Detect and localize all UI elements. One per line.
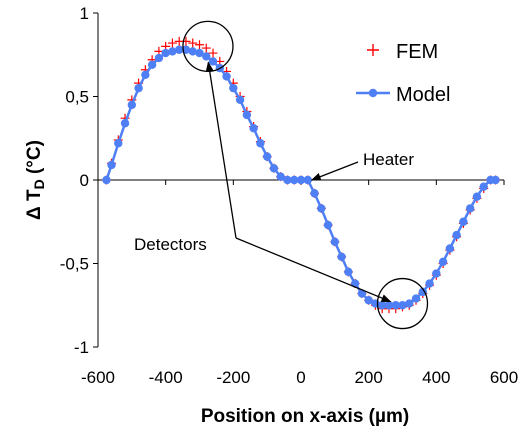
y-axis-title-main: Δ T [24, 189, 45, 220]
model-point [398, 301, 407, 310]
x-axis-title: Position on x-axis (µm) [201, 406, 409, 427]
model-point [384, 301, 394, 310]
model-point [107, 160, 116, 170]
model-point [168, 47, 177, 56]
heater-arrow [310, 161, 359, 181]
model-point [249, 124, 258, 133]
model-point [323, 220, 333, 230]
model-point [432, 269, 441, 278]
model-point [222, 72, 231, 81]
model-point [161, 48, 170, 58]
model-point [310, 189, 319, 198]
fem-point [208, 48, 218, 58]
model-point [120, 119, 130, 128]
model-point [364, 296, 373, 305]
model-point [256, 139, 265, 148]
series-model [102, 45, 500, 310]
model-point [459, 217, 468, 226]
model-point [262, 152, 272, 161]
x-tick-label: -600 [81, 368, 115, 387]
model-point [276, 172, 285, 181]
y-axis-ticks: 1 0,5 0 -0,5 -1 [60, 4, 98, 357]
model-point [491, 175, 500, 185]
legend-fem-marker [367, 44, 379, 56]
model-point [378, 301, 387, 310]
y-tick-label: -1 [74, 338, 89, 357]
model-point [114, 139, 123, 148]
model-point [296, 175, 306, 185]
model-point [445, 244, 455, 253]
x-tick-label: 600 [490, 368, 518, 387]
model-point [479, 182, 488, 191]
model-point [411, 294, 421, 303]
model-point [425, 279, 434, 288]
model-point [465, 204, 475, 213]
legend: FEM Model [356, 41, 450, 106]
model-point [127, 100, 137, 110]
model-point [208, 57, 218, 66]
highlight-circle [376, 277, 429, 330]
model-point [229, 83, 238, 93]
model-point [154, 53, 164, 63]
model-point [235, 95, 245, 105]
model-point [337, 252, 346, 262]
model-point [472, 192, 482, 201]
detectors-label: Detectors [134, 235, 207, 254]
model-point [391, 301, 400, 310]
model-point [290, 175, 299, 185]
model-point [202, 52, 211, 61]
model-point [438, 257, 448, 267]
y-tick-label: 0 [80, 171, 89, 190]
y-tick-label: 0,5 [65, 88, 89, 107]
x-tick-label: 0 [296, 368, 305, 387]
legend-model-label: Model [396, 84, 450, 106]
model-point [283, 175, 292, 185]
model-point [303, 175, 312, 185]
x-tick-label: -200 [216, 368, 250, 387]
x-axis-ticks: -600 -400 -200 0 200 400 600 [81, 180, 518, 387]
y-axis-title: Δ TD (°C) [24, 140, 47, 220]
x-tick-label: 200 [354, 368, 382, 387]
model-point [141, 70, 150, 79]
model-point [242, 110, 252, 120]
fem-point [188, 38, 198, 48]
fem-point [201, 43, 211, 53]
model-point [134, 83, 143, 93]
model-point [405, 299, 414, 308]
y-axis-title-sub: D [31, 179, 47, 189]
model-point [344, 267, 353, 277]
model-point [452, 230, 461, 240]
model-point [317, 204, 326, 213]
heater-label: Heater [363, 150, 414, 169]
x-tick-label: 400 [422, 368, 450, 387]
model-point [175, 45, 184, 54]
model-point [330, 237, 340, 246]
legend-model-marker [368, 88, 378, 98]
model-point [418, 287, 427, 297]
y-axis-title-unit: (°C) [24, 140, 45, 179]
model-point [195, 48, 204, 58]
fem-point [195, 40, 204, 50]
fem-point [167, 38, 177, 48]
series-fem [101, 36, 501, 314]
detector-arrow-right [235, 237, 392, 303]
model-point [147, 60, 157, 69]
axis-titles: Position on x-axis (µm) Δ TD (°C) [24, 140, 409, 427]
annotations: Heater Detectors [134, 20, 429, 330]
model-point [269, 164, 279, 173]
y-tick-label: 1 [80, 4, 89, 23]
model-point [102, 175, 111, 185]
model-point [357, 289, 367, 298]
legend-fem-label: FEM [396, 41, 438, 63]
model-point [188, 47, 197, 56]
detector-arrow-left [205, 61, 237, 239]
y-tick-label: -0,5 [60, 255, 89, 274]
x-tick-label: -400 [149, 368, 183, 387]
